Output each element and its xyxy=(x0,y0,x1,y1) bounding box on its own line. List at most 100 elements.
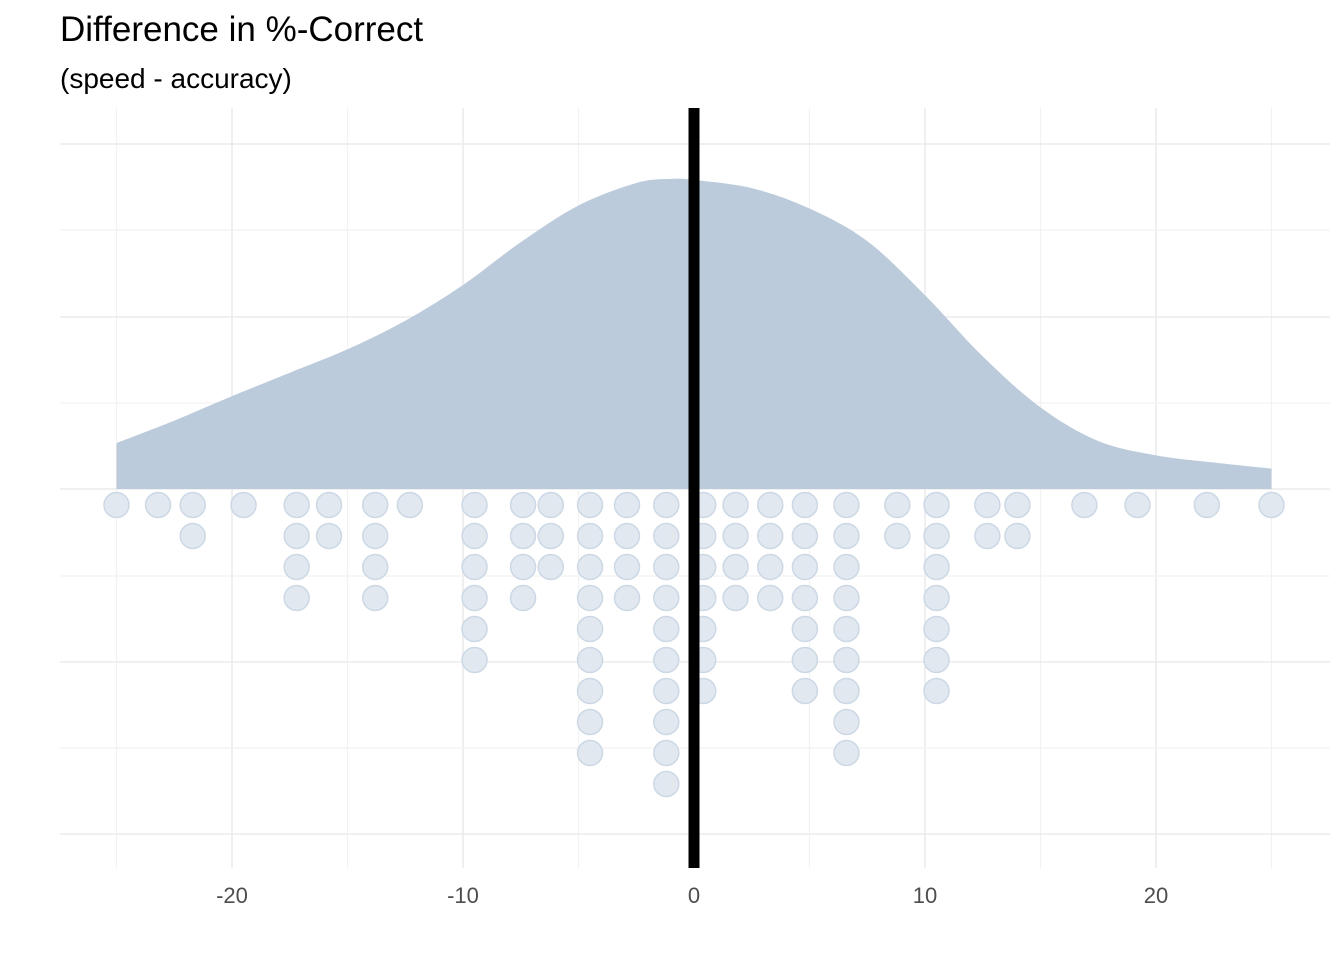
data-dot xyxy=(361,522,389,550)
data-dot xyxy=(756,553,784,581)
data-dot xyxy=(361,553,389,581)
data-dot xyxy=(461,522,488,550)
data-dot xyxy=(613,522,641,550)
data-dot xyxy=(791,677,819,705)
data-dot xyxy=(103,491,130,519)
data-dot xyxy=(537,553,565,581)
data-dot xyxy=(653,584,680,612)
data-dot xyxy=(1071,491,1098,519)
data-dot xyxy=(1258,491,1285,519)
data-dot xyxy=(179,491,206,519)
data-dot xyxy=(509,491,537,519)
data-dot xyxy=(833,553,860,581)
data-dot xyxy=(1193,491,1221,519)
data-dot xyxy=(283,491,310,519)
data-dot xyxy=(653,522,680,550)
data-dot xyxy=(923,646,950,674)
data-dot xyxy=(923,553,950,581)
x-tick-label: -10 xyxy=(447,883,479,908)
data-dot xyxy=(576,522,604,550)
data-dot xyxy=(791,553,819,581)
data-dot xyxy=(833,615,860,643)
data-dot xyxy=(653,708,680,736)
data-dot xyxy=(653,677,680,705)
data-dot xyxy=(1124,491,1151,519)
chart-title: Difference in %-Correct xyxy=(60,10,424,49)
data-dot xyxy=(791,646,819,674)
data-dot xyxy=(722,522,749,550)
data-dot xyxy=(144,491,172,519)
data-dot xyxy=(923,491,950,519)
data-dot xyxy=(722,491,749,519)
data-dot xyxy=(791,522,819,550)
data-dot xyxy=(884,491,911,519)
data-dot xyxy=(756,491,784,519)
data-dot xyxy=(537,491,565,519)
data-dot xyxy=(974,491,1001,519)
data-dot xyxy=(974,522,1001,550)
data-dot xyxy=(576,491,604,519)
data-dot xyxy=(283,584,310,612)
data-dot xyxy=(509,584,537,612)
data-dot xyxy=(461,553,488,581)
data-dot xyxy=(537,522,565,550)
data-dot xyxy=(315,491,343,519)
data-dot xyxy=(1004,522,1031,550)
data-dot xyxy=(833,739,860,767)
data-dot xyxy=(833,708,860,736)
x-tick-label: 10 xyxy=(913,883,937,908)
data-dot xyxy=(1004,491,1031,519)
data-dot xyxy=(461,615,488,643)
data-dot xyxy=(461,491,488,519)
data-dot xyxy=(361,584,389,612)
data-dot xyxy=(791,615,819,643)
data-dot xyxy=(923,522,950,550)
data-dot xyxy=(396,491,424,519)
data-dot xyxy=(791,584,819,612)
data-dot xyxy=(576,553,604,581)
data-dot xyxy=(230,491,257,519)
data-dot xyxy=(833,646,860,674)
data-dot xyxy=(576,584,604,612)
data-dot xyxy=(179,522,206,550)
data-dot xyxy=(923,584,950,612)
data-dot xyxy=(653,770,680,798)
data-dot xyxy=(509,553,537,581)
data-dot xyxy=(461,646,488,674)
data-dot xyxy=(833,491,860,519)
data-dot xyxy=(576,677,604,705)
data-dot xyxy=(884,522,911,550)
dots-layer xyxy=(103,491,1285,798)
data-dot xyxy=(923,615,950,643)
data-dot xyxy=(283,553,310,581)
data-dot xyxy=(509,522,537,550)
data-dot xyxy=(283,522,310,550)
data-dot xyxy=(833,677,860,705)
data-dot xyxy=(923,677,950,705)
data-dot xyxy=(722,553,749,581)
data-dot xyxy=(361,491,389,519)
data-dot xyxy=(653,739,680,767)
data-dot xyxy=(653,646,680,674)
data-dot xyxy=(576,708,604,736)
data-dot xyxy=(833,584,860,612)
data-dot xyxy=(653,491,680,519)
data-dot xyxy=(833,522,860,550)
data-dot xyxy=(613,491,641,519)
data-dot xyxy=(315,522,343,550)
data-dot xyxy=(576,739,604,767)
data-dot xyxy=(613,553,641,581)
data-dot xyxy=(653,553,680,581)
x-axis-tick-labels: -20 -10 0 10 20 xyxy=(216,883,1168,908)
data-dot xyxy=(653,615,680,643)
data-dot xyxy=(756,522,784,550)
data-dot xyxy=(613,584,641,612)
x-tick-label: 0 xyxy=(688,883,700,908)
data-dot xyxy=(722,584,749,612)
data-dot xyxy=(576,646,604,674)
x-tick-label: -20 xyxy=(216,883,248,908)
data-dot xyxy=(461,584,488,612)
x-tick-label: 20 xyxy=(1144,883,1168,908)
data-dot xyxy=(576,615,604,643)
